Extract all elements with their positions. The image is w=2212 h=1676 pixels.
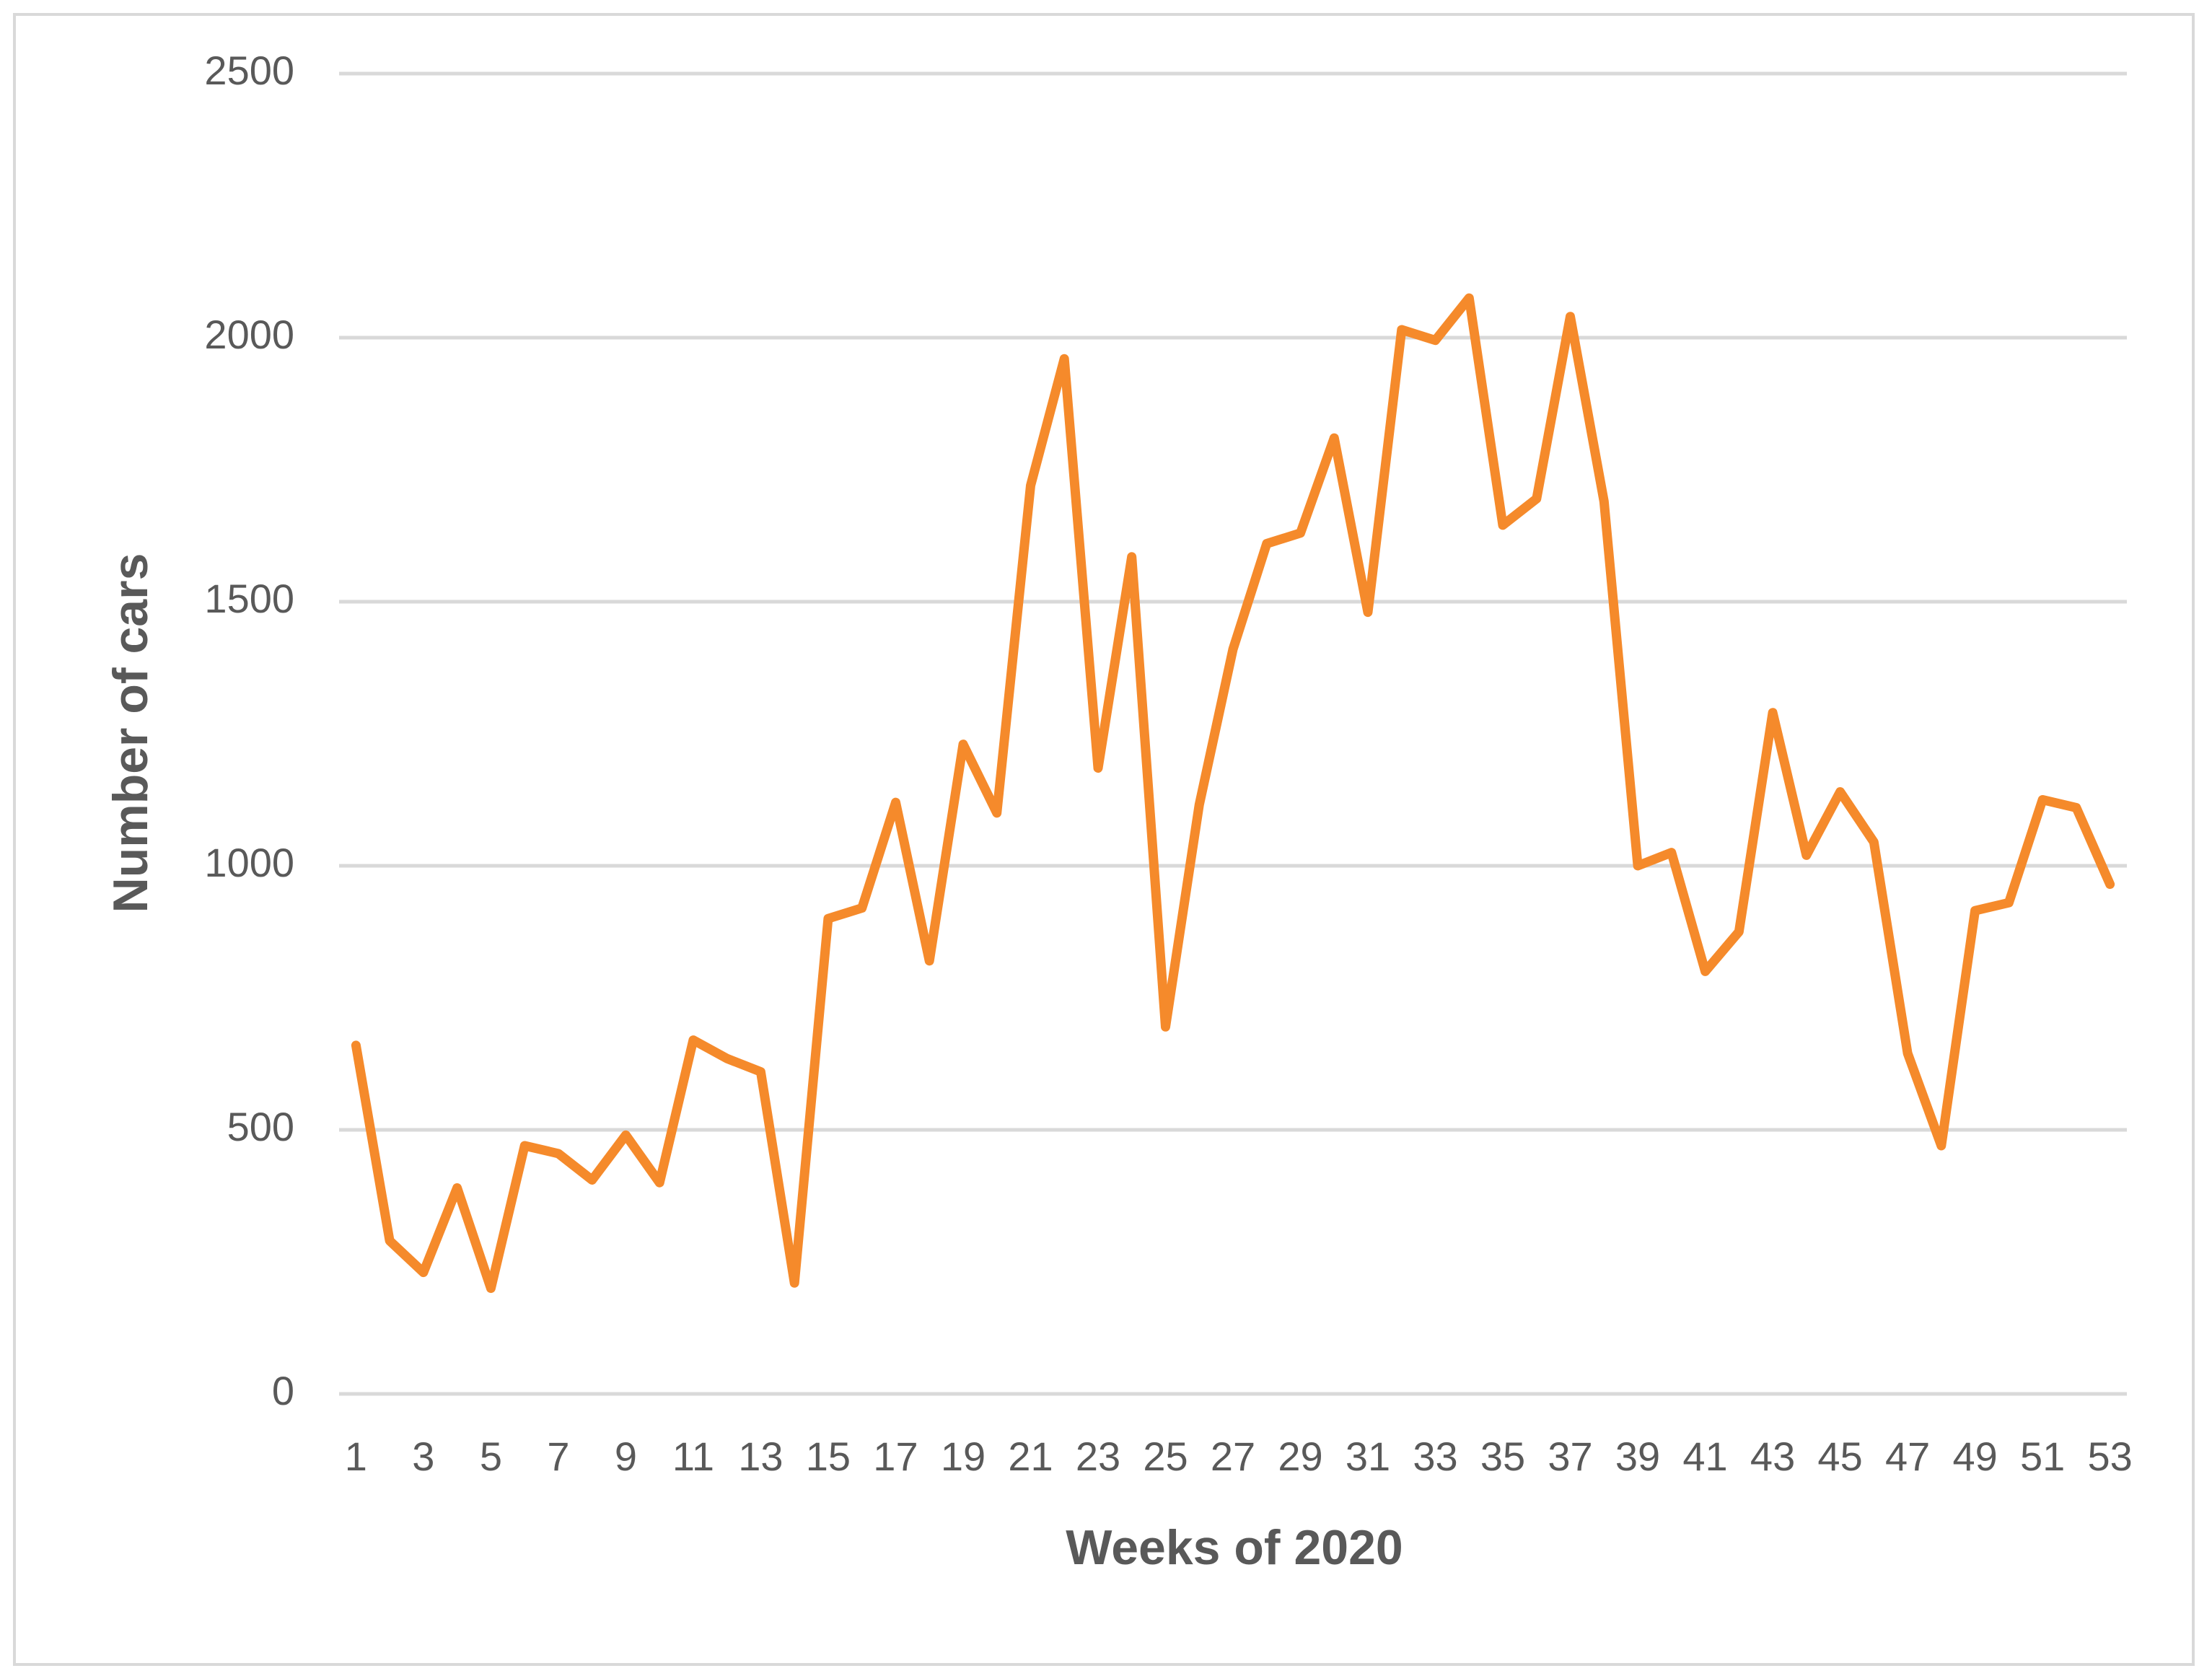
x-tick-label: 51 <box>2020 1434 2065 1479</box>
x-tick-label: 3 <box>412 1434 434 1479</box>
x-tick-label: 47 <box>1885 1434 1930 1479</box>
x-tick-label: 45 <box>1817 1434 1862 1479</box>
y-tick-label: 0 <box>272 1368 294 1413</box>
x-axis-title: Weeks of 2020 <box>1066 1520 1403 1575</box>
x-tick-label: 31 <box>1346 1434 1390 1479</box>
data-line <box>351 293 2115 1294</box>
x-tick-label: 27 <box>1211 1434 1255 1479</box>
x-tick-label: 35 <box>1480 1434 1525 1479</box>
x-tick-label: 17 <box>873 1434 918 1479</box>
x-tick-label: 53 <box>2087 1434 2132 1479</box>
x-tick-label: 1 <box>345 1434 367 1479</box>
x-tick-label: 13 <box>738 1434 783 1479</box>
x-tick-label: 25 <box>1143 1434 1188 1479</box>
y-axis-title: Number of cars <box>103 553 158 913</box>
y-tick-label: 1500 <box>204 576 294 621</box>
y-tick-label: 2000 <box>204 312 294 357</box>
x-tick-label: 33 <box>1413 1434 1457 1479</box>
y-tick-label: 2500 <box>204 48 294 93</box>
x-tick-label: 19 <box>941 1434 986 1479</box>
x-tick-label: 29 <box>1278 1434 1322 1479</box>
x-tick-label: 23 <box>1076 1434 1120 1479</box>
x-tick-label: 49 <box>1952 1434 1997 1479</box>
x-tick-label: 41 <box>1682 1434 1727 1479</box>
x-tick-label: 39 <box>1615 1434 1660 1479</box>
y-tick-label: 500 <box>227 1104 294 1149</box>
y-tick-label: 1000 <box>204 840 294 885</box>
x-tick-label: 5 <box>480 1434 502 1479</box>
x-tick-label: 37 <box>1548 1434 1592 1479</box>
chart-border <box>13 13 2195 1666</box>
x-tick-label: 43 <box>1750 1434 1795 1479</box>
x-tick-label: 11 <box>672 1434 714 1479</box>
x-tick-label: 15 <box>806 1434 851 1479</box>
x-tick-label: 7 <box>547 1434 569 1479</box>
x-tick-label: 9 <box>615 1434 637 1479</box>
x-tick-label: 21 <box>1008 1434 1053 1479</box>
